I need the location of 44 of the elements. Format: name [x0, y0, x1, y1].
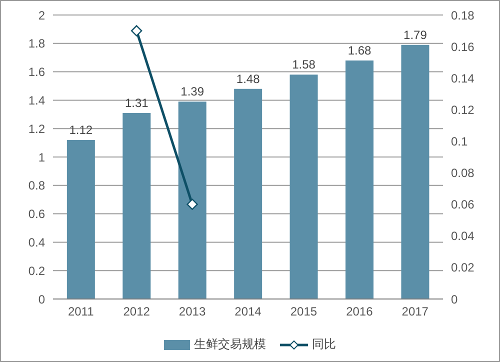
x-tick-label: 2016 [346, 304, 374, 319]
data-label: 1.68 [348, 43, 372, 58]
y2-tick-label: 0.12 [451, 102, 475, 117]
data-label: 1.31 [124, 96, 149, 110]
bar [178, 102, 206, 299]
y-tick-label: 0.4 [28, 235, 46, 250]
y-tick-label: 1.4 [28, 93, 46, 108]
x-tick-label: 2013 [178, 304, 206, 319]
data-label: 1.48 [236, 72, 260, 86]
data-label: 1.12 [69, 122, 93, 137]
y-tick-label: 0 [38, 292, 46, 306]
y2-tick-label: 0.04 [451, 229, 475, 244]
y-tick-label: 2 [38, 8, 46, 22]
data-label: 1.79 [404, 28, 428, 42]
bar [66, 140, 95, 299]
y2-tick-label: 0.16 [451, 40, 475, 54]
bar [122, 112, 151, 299]
data-label: 1.58 [292, 58, 316, 72]
bar [401, 44, 430, 299]
y2-tick-label: 0.14 [451, 71, 475, 86]
bar [234, 88, 262, 299]
y-tick-label: 0.2 [28, 264, 46, 278]
legend-label: 同比 [312, 336, 336, 353]
y2-tick-label: 0.08 [451, 166, 475, 180]
y-tick-label: 1 [38, 150, 46, 164]
y2-tick-label: 0.06 [451, 198, 475, 212]
y-tick-label: 1.8 [28, 36, 46, 51]
y2-tick-label: 0 [451, 292, 458, 306]
y-tick-label: 1.2 [28, 122, 46, 136]
y2-tick-label: 0.18 [451, 8, 475, 22]
bar [346, 60, 374, 299]
legend-label: 生鲜交易规模 [194, 336, 266, 353]
x-tick-label: 2015 [290, 304, 318, 319]
y2-tick-label: 0.1 [451, 134, 468, 148]
bar [290, 74, 318, 299]
x-tick-label: 2014 [234, 304, 262, 319]
x-tick-label: 2011 [68, 304, 94, 319]
x-tick-label: 2012 [123, 304, 150, 319]
data-label: 1.39 [180, 84, 204, 99]
y-tick-label: 0.8 [28, 178, 46, 193]
y2-tick-label: 0.02 [451, 260, 475, 275]
y-tick-label: 0.6 [28, 207, 46, 222]
y-tick-label: 1.6 [28, 65, 46, 80]
x-tick-label: 2017 [402, 304, 429, 319]
